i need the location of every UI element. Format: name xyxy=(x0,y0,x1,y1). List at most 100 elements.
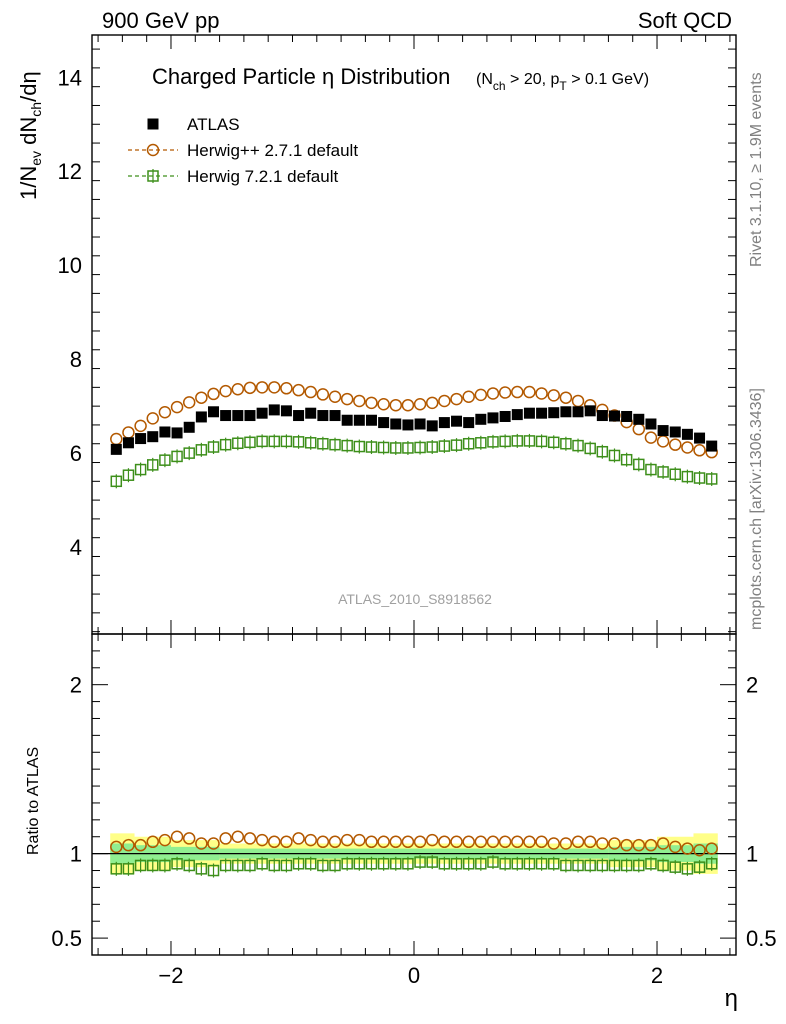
ratio-point-herwig-2-7-1-default xyxy=(377,835,390,849)
point-atlas xyxy=(657,425,669,437)
point-herwig-2-7-1-default xyxy=(523,385,536,399)
ratio-point-herwig-2-7-1-default xyxy=(523,835,536,849)
point-herwig-2-7-1-default xyxy=(450,392,463,406)
point-atlas xyxy=(706,440,718,452)
y-axis-label-part: /dη xyxy=(16,71,41,102)
ratio-point-herwig-7-2-1-default xyxy=(207,864,220,877)
point-atlas xyxy=(669,426,681,438)
point-herwig-2-7-1-default xyxy=(681,441,694,454)
point-herwig-7-2-1-default xyxy=(475,437,487,449)
point-atlas xyxy=(487,412,499,424)
point-atlas xyxy=(633,413,645,425)
point-herwig-7-2-1-default xyxy=(596,445,609,458)
point-herwig-2-7-1-default xyxy=(195,391,208,404)
point-atlas xyxy=(341,414,353,426)
point-herwig-7-2-1-default xyxy=(693,472,706,484)
legend-label: Herwig++ 2.7.1 default xyxy=(187,141,358,160)
point-herwig-2-7-1-default xyxy=(401,398,415,412)
point-herwig-7-2-1-default xyxy=(669,468,681,481)
point-atlas xyxy=(536,407,548,419)
ratio-point-herwig-2-7-1-default xyxy=(122,838,135,852)
ratio-point-herwig-7-2-1-default xyxy=(317,859,329,872)
point-atlas xyxy=(426,420,438,432)
ratio-point-herwig-2-7-1-default xyxy=(656,837,670,850)
ratio-y-tick-label: 0.5 xyxy=(51,926,82,951)
y-axis-label-subscript: ev xyxy=(28,151,44,166)
point-herwig-2-7-1-default xyxy=(316,388,330,401)
ratio-point-herwig-2-7-1-default xyxy=(146,835,160,849)
point-herwig-2-7-1-default xyxy=(511,385,524,399)
ratio-point-herwig-7-2-1-default xyxy=(475,858,487,870)
point-herwig-2-7-1-default xyxy=(304,385,317,399)
y-tick-label: 14 xyxy=(58,65,82,90)
ratio-point-herwig-2-7-1-default xyxy=(681,842,694,855)
point-atlas xyxy=(523,407,535,419)
point-atlas xyxy=(451,415,463,427)
point-herwig-2-7-1-default xyxy=(644,431,658,444)
point-herwig-2-7-1-default xyxy=(340,392,354,406)
point-herwig-7-2-1-default xyxy=(633,458,645,471)
title-subscript: T xyxy=(559,79,567,93)
point-herwig-7-2-1-default xyxy=(292,436,305,448)
point-herwig-7-2-1-default xyxy=(523,435,536,447)
y-axis-label: 1/Nev dNch/dη xyxy=(16,71,44,200)
y-axis-label-part: 1/N xyxy=(16,166,41,200)
point-herwig-2-7-1-default xyxy=(134,419,147,433)
point-atlas xyxy=(378,417,390,429)
ratio-point-herwig-2-7-1-default xyxy=(158,833,172,847)
title-part: > 0.1 GeV) xyxy=(567,71,649,88)
point-herwig-7-2-1-default xyxy=(341,439,353,452)
point-herwig-2-7-1-default xyxy=(268,381,281,394)
ratio-point-herwig-7-2-1-default xyxy=(487,856,499,868)
point-herwig-7-2-1-default xyxy=(681,470,694,483)
ratio-point-herwig-7-2-1-default xyxy=(183,859,195,872)
point-atlas xyxy=(232,410,244,422)
ratio-point-herwig-2-7-1-default xyxy=(620,838,633,852)
ratio-axis-label: Ratio to ATLAS xyxy=(25,747,42,855)
ratio-point-herwig-2-7-1-default xyxy=(632,838,646,852)
point-herwig-2-7-1-default xyxy=(243,381,257,395)
point-herwig-7-2-1-default xyxy=(560,437,572,450)
ratio-point-herwig-7-2-1-default xyxy=(681,863,694,875)
ratio-point-herwig-7-2-1-default xyxy=(547,858,560,870)
point-atlas xyxy=(390,418,402,430)
ratio-point-herwig-7-2-1-default xyxy=(511,858,524,870)
ratio-point-herwig-2-7-1-default xyxy=(438,835,451,849)
point-herwig-7-2-1-default xyxy=(268,435,281,448)
point-herwig-7-2-1-default xyxy=(657,466,669,478)
point-herwig-2-7-1-default xyxy=(158,406,172,419)
point-atlas xyxy=(293,410,305,422)
point-herwig-2-7-1-default xyxy=(389,398,403,412)
ratio-point-herwig-2-7-1-default xyxy=(498,835,512,849)
ratio-point-herwig-7-2-1-default xyxy=(669,861,681,873)
point-atlas xyxy=(147,431,159,443)
point-herwig-7-2-1-default xyxy=(584,442,596,455)
point-herwig-7-2-1-default xyxy=(329,438,341,451)
ratio-y-tick-label-right: 2 xyxy=(746,673,758,698)
point-herwig-7-2-1-default xyxy=(219,438,232,451)
ratio-frame xyxy=(91,633,737,956)
point-herwig-7-2-1-default xyxy=(110,475,123,488)
point-atlas xyxy=(135,433,147,445)
point-atlas xyxy=(195,411,207,423)
point-herwig-7-2-1-default xyxy=(207,441,220,453)
ratio-point-herwig-2-7-1-default xyxy=(255,833,269,847)
ratio-point-herwig-2-7-1-default xyxy=(425,833,439,847)
ratio-point-herwig-2-7-1-default xyxy=(668,840,682,854)
ratio-point-herwig-7-2-1-default xyxy=(633,859,645,872)
ratio-point-herwig-7-2-1-default xyxy=(560,859,572,872)
point-herwig-7-2-1-default xyxy=(171,450,183,463)
point-herwig-7-2-1-default xyxy=(280,435,293,448)
point-atlas xyxy=(122,437,134,449)
point-herwig-2-7-1-default xyxy=(280,382,293,395)
point-herwig-7-2-1-default xyxy=(645,463,657,476)
ratio-point-herwig-7-2-1-default xyxy=(292,858,305,870)
point-herwig-7-2-1-default xyxy=(547,436,560,449)
point-herwig-7-2-1-default xyxy=(608,449,621,462)
ratio-point-herwig-2-7-1-default xyxy=(705,842,718,855)
ratio-point-herwig-2-7-1-default xyxy=(486,835,500,849)
point-herwig-2-7-1-default xyxy=(486,387,500,400)
ratio-point-herwig-2-7-1-default xyxy=(219,832,232,845)
ratio-point-herwig-7-2-1-default xyxy=(329,859,341,872)
